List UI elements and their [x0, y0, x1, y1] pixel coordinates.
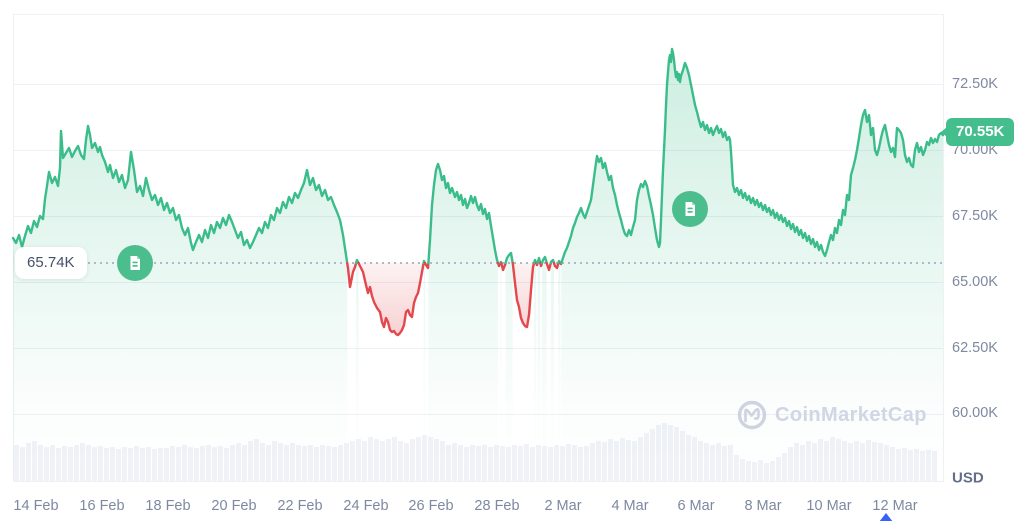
- price-line-up: [536, 256, 542, 265]
- price-area-up: [561, 49, 943, 481]
- price-area-up: [550, 260, 554, 481]
- price-line-down: [511, 261, 536, 329]
- price-area-up: [500, 262, 502, 481]
- x-axis-label: 6 Mar: [677, 498, 715, 514]
- volume-bar: [524, 444, 529, 481]
- baseline-price-label: 65.74K: [15, 247, 87, 279]
- news-marker-2[interactable]: [672, 191, 708, 227]
- timeline-caret-icon[interactable]: [879, 513, 893, 521]
- price-area-up: [423, 261, 425, 481]
- volume-bar: [368, 437, 373, 481]
- x-axis-label: 12 Mar: [872, 498, 918, 514]
- price-line-down: [357, 261, 425, 337]
- price-line-up: [427, 162, 500, 265]
- coinmarketcap-watermark: CoinMarketCap: [736, 399, 927, 431]
- price-area-up: [537, 258, 541, 481]
- y-axis-label: 72.50K: [952, 76, 998, 92]
- price-line-down: [346, 261, 358, 289]
- volume-bar: [416, 437, 421, 481]
- volume-bar: [530, 447, 535, 481]
- volume-bar: [362, 441, 367, 481]
- y-axis-label: 65.00K: [952, 274, 998, 290]
- volume-bar: [518, 446, 523, 481]
- price-line-down: [423, 261, 430, 270]
- price-area-down: [358, 263, 424, 335]
- volume-bar: [500, 446, 505, 481]
- x-axis-label: 4 Mar: [611, 498, 649, 514]
- price-area-up: [505, 253, 513, 481]
- price-line-up: [504, 251, 514, 265]
- price-area-up: [428, 164, 498, 481]
- volume-bar: [374, 439, 379, 481]
- current-price-badge: 70.55K: [946, 118, 1015, 146]
- x-axis-label: 18 Feb: [145, 498, 191, 514]
- price-line-down: [552, 261, 560, 270]
- volume-bar: [410, 439, 415, 481]
- x-axis-label: 10 Mar: [806, 498, 852, 514]
- volume-bar: [398, 441, 403, 481]
- volume-bar: [350, 441, 355, 481]
- x-axis-label: 28 Feb: [474, 498, 520, 514]
- price-area-up: [542, 257, 547, 481]
- price-line-down: [545, 261, 552, 272]
- price-line-up: [540, 255, 548, 265]
- news-marker-1[interactable]: [117, 245, 153, 281]
- price-area-up: [13, 126, 348, 481]
- y-axis-label: 62.50K: [952, 340, 998, 356]
- x-axis-label: 16 Feb: [79, 498, 125, 514]
- document-icon: [130, 256, 140, 270]
- y-axis-label: 60.00K: [952, 405, 998, 421]
- volume-bar: [554, 445, 559, 481]
- volume-bar: [548, 447, 553, 481]
- volume-bar: [380, 441, 385, 481]
- x-axis-label: 20 Feb: [211, 498, 257, 514]
- coinmarketcap-logo-icon: [737, 400, 767, 430]
- x-axis-label: 26 Feb: [408, 498, 454, 514]
- volume-bar: [392, 437, 397, 481]
- price-line-up: [11, 124, 349, 265]
- watermark-text: CoinMarketCap: [775, 403, 927, 426]
- x-axis-label: 24 Feb: [343, 498, 389, 514]
- price-line-up: [549, 258, 556, 265]
- volume-bar: [386, 439, 391, 481]
- price-area-up: [558, 261, 561, 481]
- y-axis-label: 67.50K: [952, 208, 998, 224]
- x-axis-label: 8 Mar: [744, 498, 782, 514]
- volume-bar: [512, 445, 517, 481]
- x-axis-label: 14 Feb: [13, 498, 59, 514]
- price-line-up: [560, 47, 945, 265]
- x-axis-label: 22 Feb: [277, 498, 323, 514]
- document-icon: [685, 202, 695, 216]
- x-axis-label: 2 Mar: [544, 498, 582, 514]
- price-area-up: [534, 260, 537, 481]
- y-axis-label: 70.00K: [952, 142, 998, 158]
- price-area-up: [356, 260, 359, 481]
- axis-unit-label: USD: [952, 469, 984, 487]
- volume-bar: [404, 443, 409, 481]
